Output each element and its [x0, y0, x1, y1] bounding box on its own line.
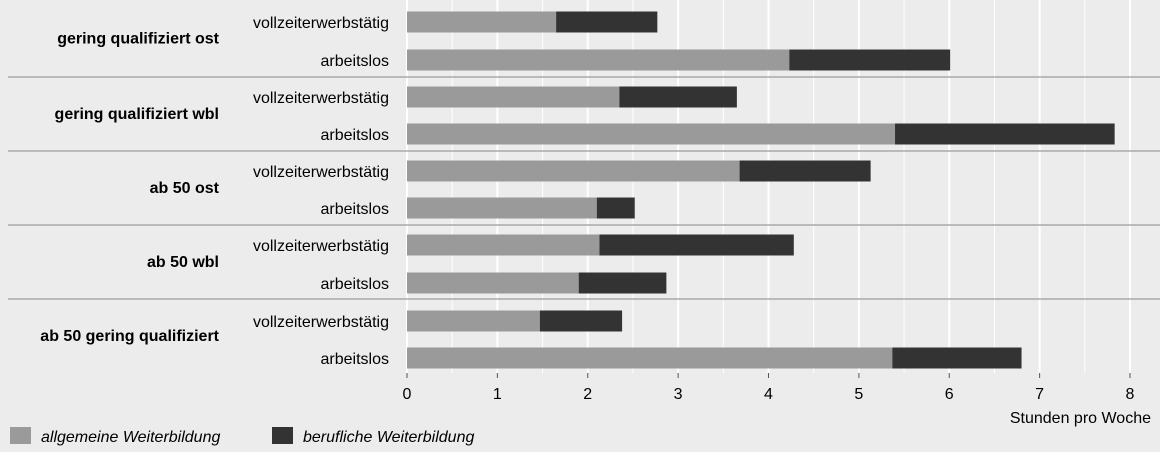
- legend-swatch: [272, 427, 293, 444]
- bar-segment-allgemein: [407, 11, 557, 33]
- bar-label: arbeitslos: [321, 276, 389, 293]
- bar-segment-beruflich: [619, 86, 737, 108]
- bar-segment-allgemein: [407, 49, 790, 71]
- bar-segment-beruflich: [556, 11, 658, 33]
- bar-segment-allgemein: [407, 272, 579, 294]
- bar-segment-allgemein: [407, 160, 740, 182]
- group-label: ab 50 ost: [150, 180, 220, 197]
- legend-label: berufliche Weiterbildung: [303, 429, 474, 446]
- x-tick-label: 0: [403, 386, 412, 403]
- bar-label: arbeitslos: [321, 351, 389, 368]
- x-tick-label: 2: [583, 386, 592, 403]
- bar-segment-allgemein: [407, 347, 893, 369]
- legend-label: allgemeine Weiterbildung: [41, 429, 220, 446]
- x-tick-label: 3: [674, 386, 683, 403]
- group-label: gering qualifiziert ost: [57, 31, 219, 48]
- bar-label: vollzeiterwerbstätig: [253, 314, 389, 331]
- x-tick-label: 1: [493, 386, 502, 403]
- bar-label: arbeitslos: [321, 201, 389, 218]
- bar-segment-allgemein: [407, 234, 600, 256]
- bar-label: vollzeiterwerbstätig: [253, 164, 389, 181]
- x-tick-label: 6: [945, 386, 954, 403]
- bar-segment-allgemein: [407, 123, 896, 145]
- bar-label: arbeitslos: [321, 127, 389, 144]
- bars: [407, 11, 1115, 369]
- bar-segment-beruflich: [739, 160, 871, 182]
- bar-segment-beruflich: [539, 310, 623, 332]
- group-label: gering qualifiziert wbl: [55, 106, 219, 123]
- bar-label: vollzeiterwerbstätig: [253, 238, 389, 255]
- bar-segment-beruflich: [789, 49, 951, 71]
- bar-label: arbeitslos: [321, 53, 389, 70]
- bar-label: vollzeiterwerbstätig: [253, 90, 389, 107]
- bar-segment-beruflich: [578, 272, 667, 294]
- x-tick-label: 7: [1035, 386, 1044, 403]
- x-tick-label: 8: [1126, 386, 1135, 403]
- bar-segment-beruflich: [892, 347, 1022, 369]
- legend: allgemeine Weiterbildung berufliche Weite…: [10, 427, 474, 446]
- x-axis-title: Stunden pro Woche: [1010, 410, 1151, 427]
- x-axis: Stunden pro Woche 0 1 2 3 4 5 6 7 8: [403, 373, 1151, 427]
- bar-segment-beruflich: [596, 197, 635, 219]
- x-tick-label: 4: [764, 386, 773, 403]
- bar-segment-allgemein: [407, 310, 540, 332]
- bar-segment-allgemein: [407, 86, 620, 108]
- x-tick-label: 5: [854, 386, 863, 403]
- bar-segment-beruflich: [599, 234, 794, 256]
- bar-segment-beruflich: [895, 123, 1115, 145]
- legend-swatch: [10, 427, 31, 444]
- category-labels: vollzeiterwerbstätig arbeitslos gering qua…: [40, 15, 389, 368]
- group-separators: [8, 76, 1160, 300]
- group-label: ab 50 gering qualifiziert: [40, 328, 219, 345]
- group-label: ab 50 wbl: [147, 254, 219, 271]
- bar-label: vollzeiterwerbstätig: [253, 15, 389, 32]
- bar-segment-allgemein: [407, 197, 597, 219]
